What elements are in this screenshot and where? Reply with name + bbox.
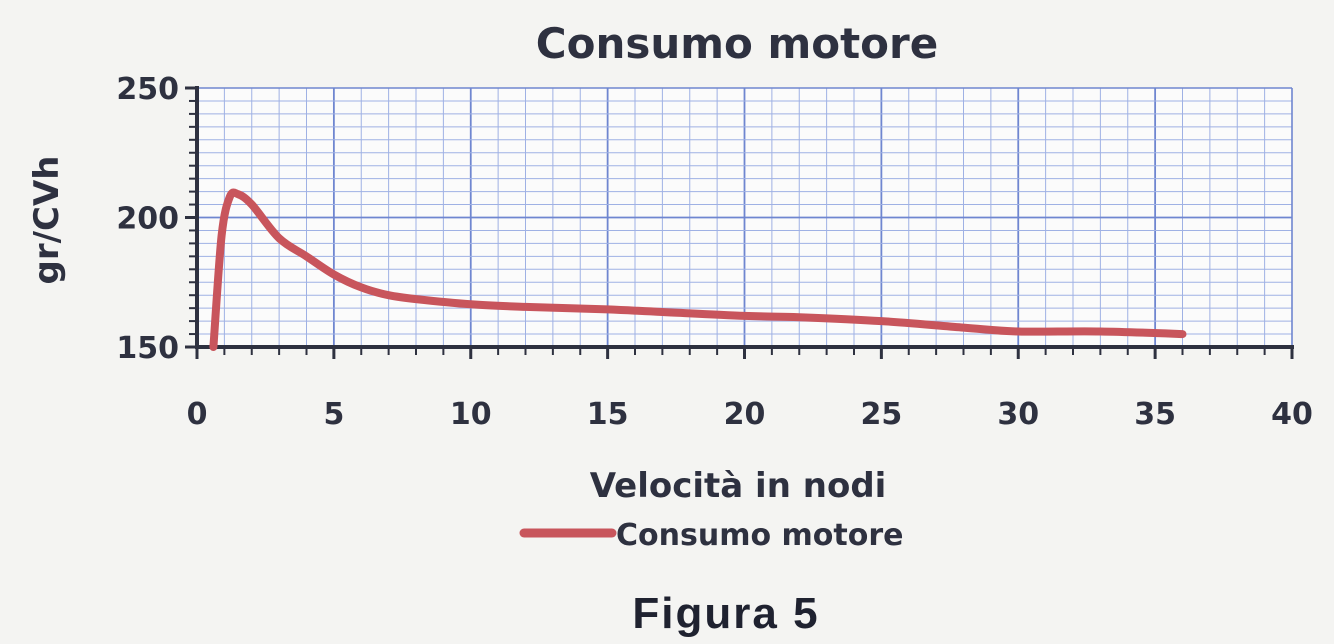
x-tick-label: 5 — [323, 397, 344, 432]
x-tick-label: 10 — [450, 397, 492, 432]
y-tick-label: 200 — [116, 202, 179, 237]
legend-label: Consumo motore — [616, 518, 903, 553]
x-axis-label: Velocità in nodi — [590, 466, 887, 506]
x-tick-label: 20 — [724, 397, 766, 432]
figure-caption: Figura 5 — [632, 589, 819, 638]
x-tick-label: 0 — [187, 397, 208, 432]
y-tick-label: 150 — [116, 331, 179, 366]
x-tick-label: 30 — [997, 397, 1039, 432]
y-tick-label: 250 — [116, 72, 179, 107]
legend: Consumo motore — [519, 518, 903, 553]
x-tick-label: 35 — [1134, 397, 1176, 432]
tick-labels: 0 5 10 15 20 25 30 35 40 150 200 250 — [116, 72, 1313, 432]
grid — [197, 87, 1293, 347]
x-tick-label: 25 — [861, 397, 903, 432]
series-line-consumo-motore — [209, 188, 1187, 351]
series-lines — [209, 188, 1187, 351]
axes — [185, 86, 1294, 359]
chart-title: Consumo motore — [536, 19, 938, 68]
x-tick-label: 40 — [1271, 397, 1313, 432]
y-axis-label: gr/CVh — [27, 156, 67, 285]
x-tick-label: 15 — [587, 397, 629, 432]
